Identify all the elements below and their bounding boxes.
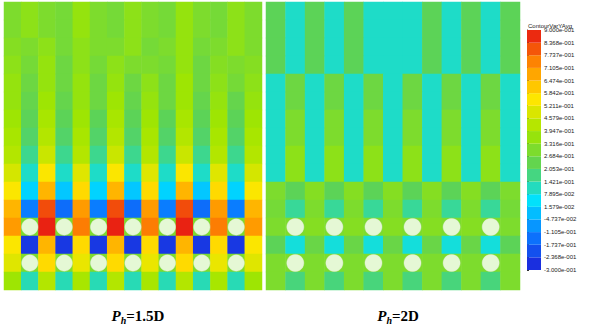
svg-text:9.000e-001: 9.000e-001 [544, 27, 575, 33]
svg-text:2.684e-001: 2.684e-001 [544, 153, 575, 159]
svg-text:8.368e-001: 8.368e-001 [544, 40, 575, 46]
svg-text:7.895e-002: 7.895e-002 [544, 191, 575, 197]
svg-text:7.105e-001: 7.105e-001 [544, 65, 575, 71]
svg-text:2.053e-001: 2.053e-001 [544, 166, 575, 172]
svg-text:ContourVarYAvg: ContourVarYAvg [528, 23, 572, 29]
svg-text:1.579e-002: 1.579e-002 [544, 204, 575, 210]
html-text:Ph: Ph [377, 308, 392, 326]
svg-text:3.316e-001: 3.316e-001 [544, 141, 575, 147]
svg-text:4.579e-001: 4.579e-001 [544, 115, 575, 121]
svg-text:6.474e-001: 6.474e-001 [544, 78, 575, 84]
svg-text:-1.737e-001: -1.737e-001 [544, 242, 577, 248]
svg-text:5.842e-001: 5.842e-001 [544, 90, 575, 96]
svg-text:7.737e-001: 7.737e-001 [544, 52, 575, 58]
svg-text:-1.105e-001: -1.105e-001 [544, 229, 577, 235]
svg-text:5.211e-001: 5.211e-001 [544, 103, 575, 109]
svg-text:=2D: =2D [392, 308, 419, 324]
svg-text:3.947e-001: 3.947e-001 [544, 128, 575, 134]
svg-text:-2.368e-001: -2.368e-001 [544, 254, 577, 260]
svg-text:-3.000e-001: -3.000e-001 [544, 267, 577, 273]
svg-text:=1.5D: =1.5D [126, 308, 164, 324]
svg-text:-4.737e-002: -4.737e-002 [544, 216, 577, 222]
svg-text:1.421e-001: 1.421e-001 [544, 179, 575, 185]
html-text:Ph: Ph [111, 308, 127, 326]
